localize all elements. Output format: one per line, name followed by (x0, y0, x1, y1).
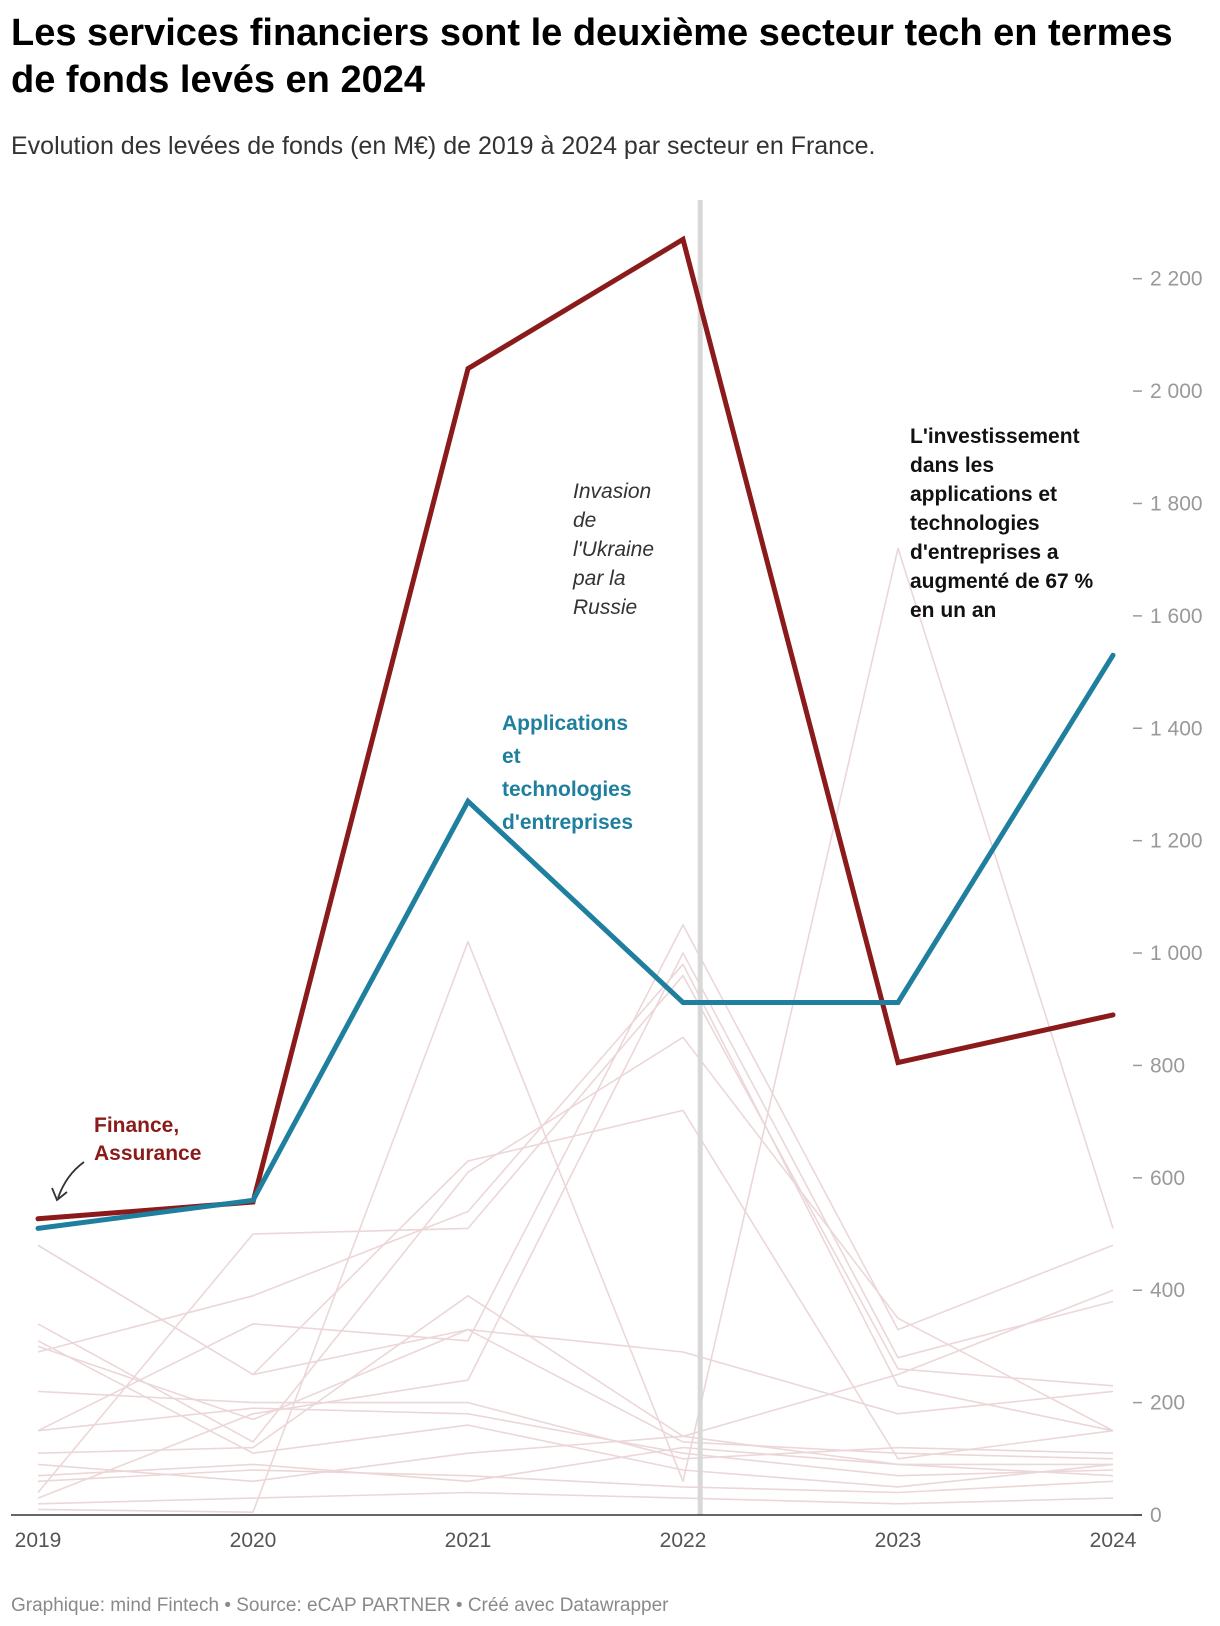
x-tick-label: 2020 (230, 1529, 277, 1552)
y-axis: 0 200 400 600 800 1 000 1 200 1 400 1 600 1 800 2 … (1133, 268, 1203, 1527)
background-series-line-15 (37, 1244, 1114, 1460)
y-tick-label: 1 400 (1150, 717, 1203, 740)
finance-label-arrowhead (51, 1187, 68, 1202)
y-tick-label: 600 (1150, 1167, 1185, 1190)
y-tick-label: 1 600 (1150, 605, 1203, 628)
background-series-line-17 (37, 1446, 1113, 1483)
y-tick-label: 800 (1150, 1054, 1185, 1077)
y-tick-label: 2 200 (1150, 268, 1203, 291)
highlight-series-group (35, 235, 1116, 1231)
applications-technologies-label: Applications et technologies d'entreprises (502, 712, 633, 834)
y-tick-label: 1 000 (1150, 942, 1203, 965)
background-series-line-13 (37, 1491, 1114, 1505)
background-series-line-1 (37, 547, 1114, 1513)
background-series-line-7 (37, 1036, 1114, 1443)
background-series-line-16 (37, 1340, 1114, 1488)
chart-credit: Graphique: mind Fintech • Source: eCAP P… (11, 1595, 669, 1616)
y-tick-label: 1 800 (1150, 492, 1203, 515)
chart-subtitle: Evolution des levées de fonds (en M€) de… (11, 132, 876, 160)
background-series-line-5 (37, 963, 1114, 1432)
x-axis: 2019 2020 2021 2022 2023 2024 (15, 1529, 1137, 1552)
background-series-line-9 (37, 1328, 1114, 1421)
background-series-line-14 (37, 1407, 1114, 1477)
annotations-group: Invasion de l'Ukraine par la Russie Finance, A… (51, 425, 1094, 1202)
background-series-line-11 (37, 1435, 1114, 1483)
background-series-line-10 (37, 1390, 1114, 1460)
y-tick-label: 2 000 (1150, 380, 1203, 403)
y-tick-label: 0 (1150, 1504, 1162, 1527)
line-chart: 0 200 400 600 800 1 000 1 200 1 400 1 600 1 800 2 … (11, 200, 1203, 1552)
x-tick-label: 2023 (875, 1529, 922, 1552)
y-tick-label: 1 200 (1150, 830, 1203, 853)
x-tick-label: 2024 (1090, 1529, 1137, 1552)
finance-assurance-label: Finance, Assurance (94, 1114, 201, 1165)
ukraine-invasion-annotation: Invasion de l'Ukraine par la Russie (572, 480, 654, 619)
background-series-group (37, 547, 1114, 1513)
growth-note-annotation: L'investissement dans les applications et t… (910, 425, 1094, 622)
y-tick-label: 200 (1150, 1392, 1185, 1415)
background-series-line-8 (37, 974, 1114, 1494)
background-series-line-3 (37, 952, 1114, 1499)
finance-label-arrow (57, 1161, 85, 1199)
chart-title: Les services financiers sont le deuxième… (11, 12, 1173, 101)
background-series-line-2 (37, 924, 1114, 1432)
background-series-line-6 (37, 1289, 1114, 1454)
y-tick-label: 400 (1150, 1279, 1185, 1302)
x-tick-label: 2019 (15, 1529, 62, 1552)
x-tick-label: 2022 (660, 1529, 707, 1552)
x-tick-label: 2021 (445, 1529, 492, 1552)
series-line-applications-technologies (35, 652, 1116, 1231)
background-series-line-12 (37, 1469, 1114, 1494)
